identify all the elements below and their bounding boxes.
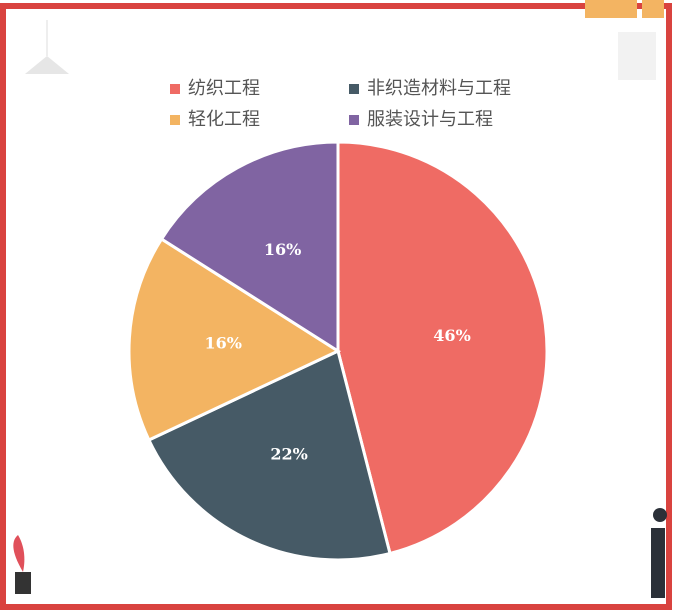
legend-label: 纺织工程 xyxy=(188,78,260,99)
pie-slice xyxy=(127,236,342,442)
decor-plant-pot xyxy=(15,572,31,594)
pie-slice xyxy=(159,140,340,354)
legend-marker xyxy=(349,115,359,125)
pie-slice xyxy=(146,348,392,562)
data-label: 16% xyxy=(205,333,242,352)
decor-tab xyxy=(585,0,637,18)
decor-plant xyxy=(13,535,25,572)
legend-marker xyxy=(170,115,180,125)
data-label: 46% xyxy=(433,326,470,345)
data-label: 22% xyxy=(270,445,307,464)
frame-border xyxy=(0,3,672,610)
legend-marker xyxy=(349,84,359,94)
legend-label: 服装设计与工程 xyxy=(367,109,493,130)
data-label: 16% xyxy=(264,240,301,259)
decor-tab xyxy=(642,0,664,18)
pie-slice xyxy=(336,140,549,556)
legend-marker xyxy=(170,84,180,94)
decor-person xyxy=(651,528,665,598)
decor-calendar xyxy=(618,32,656,80)
decor-lamp xyxy=(25,56,69,74)
decor-person-head xyxy=(653,508,667,522)
legend-label: 非织造材料与工程 xyxy=(367,78,511,99)
legend-label: 轻化工程 xyxy=(188,109,260,130)
